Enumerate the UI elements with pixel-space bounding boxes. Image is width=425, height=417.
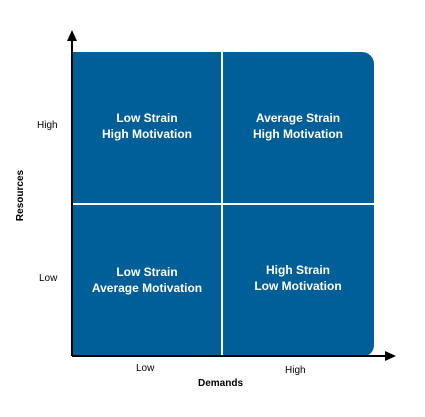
quadrant-bottom-left-line2: Average Motivation [91,281,203,295]
x-axis-high-label: High [285,365,306,376]
quadrant-bottom-left-line1: Low Strain [116,265,178,279]
y-axis-arrow-icon [67,30,77,41]
y-axis-title: Resources [15,169,27,222]
quadrant-top-right-line1: Average Strain [255,111,341,125]
quadrant-top-right-line2: High Motivation [253,127,343,141]
quadrant-bottom-right-line2: Low Motivation [254,279,342,293]
quadrant-top-left: Low Strain High Motivation [72,110,222,142]
x-axis-title: Demands [198,378,244,389]
x-axis-low-label: Low [136,363,155,374]
quadrant-top-left-line1: Low Strain [116,111,178,125]
quadrant-grid: Low Strain High Motivation Average Strai… [72,52,374,357]
quadrant-top-right: Average Strain High Motivation [223,110,373,142]
y-axis-high-label: High [37,120,58,131]
quadrant-top-left-line2: High Motivation [102,127,192,141]
x-axis-arrow-icon [385,351,396,361]
quadrant-bottom-right-line1: High Strain [265,263,330,277]
quadrant-bottom-right: High Strain Low Motivation [223,262,373,294]
quadrant-bottom-left: Low Strain Average Motivation [72,264,222,296]
y-axis-low-label: Low [39,273,58,284]
horizontal-divider [72,203,374,205]
